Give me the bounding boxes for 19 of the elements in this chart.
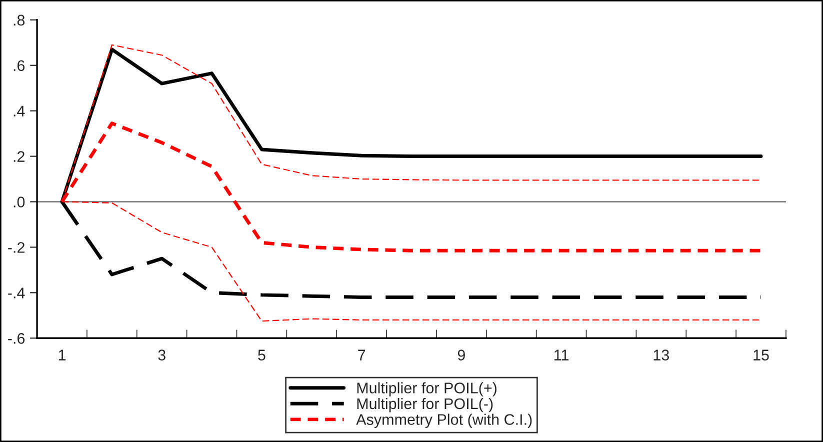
x-tick-label: 7 [358, 350, 366, 360]
legend-label: Multiplier for POIL(+) [357, 382, 496, 396]
legend-label: Asymmetry Plot (with C.I.) [356, 414, 532, 428]
y-tick-label: -.6 [8, 333, 25, 344]
y-tick-label: .0 [14, 196, 25, 208]
y-tick-label: -.2 [8, 242, 24, 253]
x-tick-label: 3 [158, 350, 166, 360]
y-tick-label: .6 [14, 60, 25, 72]
x-tick-label: 13 [654, 350, 669, 360]
x-tick-label: 15 [754, 350, 769, 360]
y-tick-label: -.4 [8, 288, 25, 298]
x-tick-label: 9 [458, 350, 465, 360]
x-tick-label: 1 [58, 350, 66, 360]
x-tick-label: 11 [554, 350, 568, 360]
y-tick-label: .8 [14, 14, 25, 26]
y-tick-label: .2 [14, 151, 24, 162]
legend-label: Multiplier for POIL(-) [357, 398, 493, 412]
x-tick-label: 5 [258, 350, 266, 360]
y-tick-label: .4 [14, 106, 25, 116]
